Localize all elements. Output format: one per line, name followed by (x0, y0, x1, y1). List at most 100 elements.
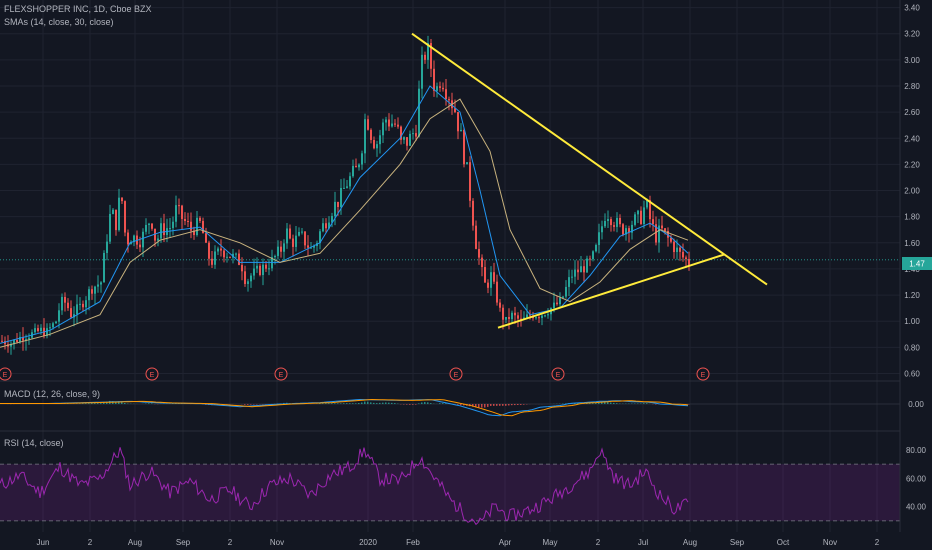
candle-body (226, 256, 228, 258)
candle-body (127, 232, 129, 245)
candle-body (571, 276, 573, 278)
candle-body (511, 312, 513, 320)
time-tick-6: 2020 (359, 538, 377, 547)
macd-histogram-bar (367, 401, 369, 404)
macd-histogram-bar (643, 403, 645, 404)
candle-body (373, 139, 375, 149)
macd-histogram-bar (340, 403, 342, 404)
macd-histogram-bar (115, 401, 117, 404)
candle-body (340, 187, 342, 208)
trendlines[interactable] (411, 32, 768, 329)
macd-histogram-bar (352, 403, 354, 404)
trendline-0 (411, 32, 768, 286)
macd-histogram-bar (394, 403, 396, 404)
earnings-label: E (279, 372, 284, 379)
candle-body (22, 336, 24, 341)
rsi-legend[interactable]: RSI (14, close) (4, 438, 64, 448)
sma-30-line (0, 98, 689, 348)
macd-histogram-bar (415, 404, 417, 405)
earnings-label: E (454, 372, 459, 379)
candle-body (556, 302, 558, 305)
last-price-label: 1.47 (909, 260, 925, 269)
price-axis[interactable]: 0.600.801.001.201.401.601.802.002.202.40… (904, 4, 926, 512)
candle-body (409, 133, 411, 146)
candle-body (559, 297, 561, 305)
candle-body (268, 268, 270, 270)
price-candles (1, 35, 690, 355)
candle-body (394, 123, 396, 125)
candle-body (223, 250, 225, 258)
last-price-box (902, 257, 932, 270)
candle-body (574, 269, 576, 277)
time-tick-3: Sep (176, 538, 191, 547)
macd-histogram-bar (565, 403, 567, 404)
candle-body (91, 289, 93, 294)
time-tick-11: Jul (638, 538, 648, 547)
candle-body (376, 144, 378, 149)
candle-body (187, 220, 189, 222)
candle-body (379, 135, 381, 145)
candle-body (634, 214, 636, 225)
candle-body (55, 321, 57, 324)
price-tick-7: 2.00 (904, 187, 920, 196)
sma-legend[interactable]: SMAs (14, close, 30, close) (4, 17, 114, 27)
candle-body (190, 221, 192, 231)
macd-histogram-bar (646, 403, 648, 404)
candle-body (202, 220, 204, 234)
macd-histogram-bar (475, 404, 477, 408)
rsi-tick-2: 80.00 (906, 446, 927, 455)
macd-histogram-bar (328, 403, 330, 404)
candle-body (667, 230, 669, 238)
candle-body (13, 339, 15, 345)
macd-histogram-bar (334, 403, 336, 404)
candle-body (1, 340, 3, 342)
candle-body (118, 197, 120, 231)
macd-histogram-bar (412, 404, 414, 405)
candle-body (286, 228, 288, 244)
candle-body (154, 228, 156, 241)
macd-histogram-bar (376, 403, 378, 404)
candle-body (28, 337, 30, 340)
candle-body (649, 200, 651, 220)
candle-body (562, 296, 564, 298)
candle-body (265, 264, 267, 269)
candle-body (253, 268, 255, 276)
macd-histogram-bar (481, 404, 483, 408)
symbol-title[interactable]: FLEXSHOPPER INC, 1D, Cboe BZX (4, 4, 152, 14)
candle-body (415, 133, 417, 137)
candle-body (463, 129, 465, 165)
macd-histogram-bar (439, 403, 441, 404)
candle-body (673, 241, 675, 253)
time-axis[interactable]: Jun 2 Aug Sep 2 Nov 2020 Feb Apr May 2 Jul Aug Sep Oct… (37, 538, 880, 547)
candle-body (661, 225, 663, 229)
earnings-icon (696, 367, 710, 381)
time-tick-5: Nov (270, 538, 284, 547)
candle-body (157, 238, 159, 241)
candle-body (640, 210, 642, 224)
candle-body (385, 119, 387, 123)
macd-histogram-bar (343, 403, 345, 404)
candle-body (568, 277, 570, 287)
candle-body (598, 232, 600, 245)
rsi-tick-0: 40.00 (906, 503, 927, 512)
macd-histogram-bar (445, 403, 447, 404)
macd-histogram-bar (592, 403, 594, 404)
candle-body (655, 224, 657, 243)
candle-body (388, 119, 390, 127)
macd-histogram-bar (421, 402, 423, 404)
candle-body (652, 219, 654, 225)
candle-body (676, 247, 678, 253)
macd-histogram-bar (409, 404, 411, 405)
candle-body (277, 246, 279, 256)
candle-body (586, 258, 588, 273)
candle-body (250, 275, 252, 282)
candle-body (34, 328, 36, 333)
macd-legend[interactable]: MACD (12, 26, close, 9) (4, 389, 101, 399)
macd-histogram-bar (607, 402, 609, 404)
candle-body (418, 88, 420, 137)
candle-body (595, 244, 597, 252)
candle-body (292, 238, 294, 247)
candle-body (346, 186, 348, 188)
